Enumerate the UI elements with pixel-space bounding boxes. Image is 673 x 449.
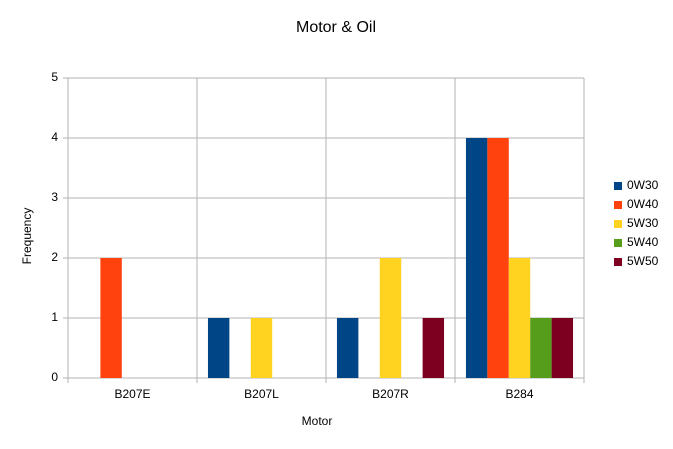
bar bbox=[551, 318, 574, 378]
y-tick-label: 4 bbox=[51, 130, 58, 144]
y-tick-label: 0 bbox=[51, 370, 58, 384]
bar bbox=[250, 318, 273, 378]
bar bbox=[487, 138, 509, 378]
y-tick-label: 1 bbox=[51, 310, 58, 324]
bar bbox=[530, 318, 552, 378]
legend-swatch bbox=[614, 258, 622, 266]
x-tick-label: B207E bbox=[114, 387, 150, 401]
x-tick-label: B207R bbox=[372, 387, 409, 401]
x-axis-label: Motor bbox=[302, 414, 333, 428]
chart-title: Motor & Oil bbox=[296, 19, 376, 36]
legend-label: 5W30 bbox=[627, 216, 659, 230]
y-axis-label: Frequency bbox=[20, 208, 34, 265]
bar bbox=[422, 318, 445, 378]
bar bbox=[336, 318, 359, 378]
legend-swatch bbox=[614, 182, 622, 190]
legend-swatch bbox=[614, 239, 622, 247]
legend-label: 0W40 bbox=[627, 197, 659, 211]
y-tick-label: 5 bbox=[51, 70, 58, 84]
bar bbox=[508, 258, 531, 378]
bar bbox=[379, 258, 402, 378]
x-tick-label: B284 bbox=[505, 387, 533, 401]
legend-swatch bbox=[614, 220, 622, 228]
bar bbox=[465, 138, 488, 378]
y-tick-label: 3 bbox=[51, 190, 58, 204]
legend-swatch bbox=[614, 201, 622, 209]
y-tick-label: 2 bbox=[51, 250, 58, 264]
x-tick-label: B207L bbox=[244, 387, 279, 401]
legend-label: 5W40 bbox=[627, 235, 659, 249]
legend-label: 0W30 bbox=[627, 178, 659, 192]
legend-label: 5W50 bbox=[627, 254, 659, 268]
bar bbox=[207, 318, 230, 378]
bar bbox=[100, 258, 122, 378]
